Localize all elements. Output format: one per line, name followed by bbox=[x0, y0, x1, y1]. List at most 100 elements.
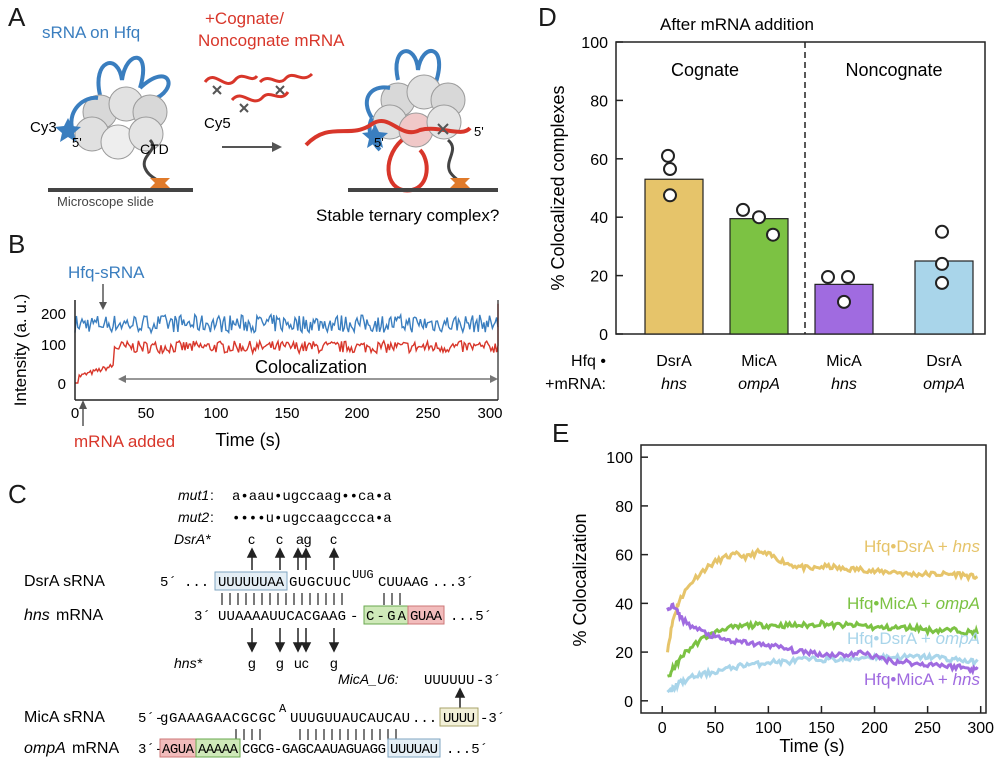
trace-xlabel: Time (s) bbox=[215, 430, 280, 450]
hns-boxed-red bbox=[407, 605, 445, 625]
five-prime-label-left: 5' bbox=[72, 135, 82, 150]
hfq-srna-label: Hfq-sRNA bbox=[68, 263, 145, 282]
line-ytick-label: 80 bbox=[615, 499, 633, 516]
dsra-loop: UUG bbox=[352, 568, 374, 582]
hfq-srna-arrow-icon bbox=[99, 284, 107, 310]
bar-srna-label: DsrA bbox=[656, 353, 692, 370]
bar-mrna-label: ompA bbox=[923, 376, 965, 393]
reaction-arrow-icon bbox=[222, 142, 282, 152]
line-ytick-label: 100 bbox=[606, 450, 633, 467]
microscope-slide-right bbox=[348, 188, 498, 192]
mut1-label: mut1 bbox=[178, 487, 209, 503]
mrna-label-line2: Noncognate mRNA bbox=[198, 31, 345, 50]
bar-mrna-label: hns bbox=[661, 376, 687, 393]
hns-sub-2: g bbox=[276, 655, 284, 671]
hns-seq: UUAAAAUUCACGAAG bbox=[218, 609, 346, 625]
dsra-star-label: DsrA* bbox=[174, 531, 211, 547]
mut1-sequence: a•aau•ugccaag••ca•a bbox=[232, 489, 392, 505]
trace-xtick-300: 300 bbox=[477, 405, 502, 422]
hfq-hexamer-left-icon bbox=[69, 55, 171, 189]
line-xtick-label: 250 bbox=[914, 720, 941, 737]
cy3-label: Cy3 bbox=[30, 119, 57, 136]
bar-srna-label: MicA bbox=[826, 353, 862, 370]
ompa-boxed-red-seq: AGUA bbox=[162, 742, 195, 758]
panel-c-label: C bbox=[8, 479, 27, 509]
bar-ytick-label: 20 bbox=[590, 269, 608, 286]
bar-4 bbox=[914, 260, 974, 335]
mrna-row-label: +mRNA: bbox=[545, 376, 606, 393]
replicate-dot bbox=[736, 202, 750, 217]
series-line-2 bbox=[667, 618, 979, 678]
line-ytick-label: 0 bbox=[624, 694, 633, 711]
microscope-slide-label: Microscope slide bbox=[57, 194, 154, 209]
noncognate-label: Noncognate bbox=[845, 60, 942, 80]
cognate-label: Cognate bbox=[671, 60, 739, 80]
bar-srna-label: MicA bbox=[741, 353, 777, 370]
trace-ytick-200: 200 bbox=[41, 306, 66, 323]
panel-a-label: A bbox=[8, 2, 26, 32]
intensity-trace-plot: 200 100 0 0 50 100 150 200 250 300 Inten… bbox=[11, 294, 503, 450]
hns-3prime: 3´ bbox=[194, 609, 211, 625]
line-ytick-label: 60 bbox=[615, 548, 633, 565]
mica-u6-3prime: -3´ bbox=[476, 673, 501, 689]
bar-chart-replicate-dots bbox=[661, 148, 949, 309]
trace-xtick-50: 50 bbox=[138, 405, 155, 422]
line-xtick-label: 100 bbox=[755, 720, 782, 737]
stable-complex-question: Stable ternary complex? bbox=[316, 206, 499, 225]
mica-seq2: UUUGUUAUCAUCAU bbox=[290, 711, 410, 727]
panel-b: B Hfq-sRNA 200 100 0 0 50 100 150 200 25… bbox=[8, 229, 503, 451]
hns-sub-3: uc bbox=[294, 655, 309, 671]
hns-sub-4: g bbox=[330, 655, 338, 671]
trace-xtick-150: 150 bbox=[274, 405, 299, 422]
mut2-sequence: ••••u•ugccaagccca•a bbox=[232, 511, 392, 527]
ompa-seq: CGCG-GAGCAAUAGUAGG bbox=[242, 742, 386, 758]
hns-boxed-red-seq: GUAA bbox=[410, 609, 443, 625]
cy5-markers-icon bbox=[212, 85, 285, 113]
dsra-hns-basepair-lines bbox=[221, 593, 401, 605]
colocalization-double-arrow-icon bbox=[118, 375, 498, 383]
bar-chart-ylabel: % Colocalized complexes bbox=[548, 85, 568, 290]
bar-3 bbox=[814, 283, 874, 335]
ompa-boxed-green bbox=[195, 738, 241, 758]
series-label-4: Hfq•MicA + hns bbox=[864, 670, 981, 689]
dsra-seq-end: CUUAAG bbox=[378, 575, 428, 591]
trace-xtick-250: 250 bbox=[415, 405, 440, 422]
ctd-label: CTD bbox=[140, 141, 169, 157]
ompa-mrna-label: ompA bbox=[24, 740, 66, 757]
ompa-5prime: ...5´ bbox=[446, 742, 488, 758]
panel-a: A sRNA on Hfq +Cognate/ Noncognate mRNA … bbox=[8, 2, 499, 225]
hfq-srna-trace bbox=[74, 312, 499, 335]
replicate-dot bbox=[661, 148, 675, 163]
series-label-1: Hfq•DsrA + hns bbox=[864, 537, 981, 556]
replicate-dot bbox=[663, 188, 677, 203]
cy3-star-icon bbox=[55, 118, 81, 142]
hns-mrna-suffix: mRNA bbox=[56, 607, 103, 624]
mica-3prime: -3´ bbox=[480, 711, 505, 727]
mrna-trace bbox=[75, 303, 499, 384]
mica-srna-label: MicA sRNA bbox=[24, 709, 105, 726]
dsra-3prime: ...3´ bbox=[432, 575, 474, 591]
dsra-5prime: 5´ bbox=[160, 575, 177, 591]
replicate-dot bbox=[837, 294, 851, 309]
bar-1 bbox=[644, 178, 704, 335]
replicate-dot bbox=[841, 270, 855, 285]
series-label-3: Hfq•DsrA + ompA bbox=[847, 629, 980, 648]
mrna-strands-icon bbox=[203, 72, 314, 103]
series-label-2: Hfq•MicA + ompA bbox=[847, 594, 980, 613]
bar-ytick-label: 100 bbox=[581, 35, 608, 52]
srna-on-hfq-label: sRNA on Hfq bbox=[42, 23, 140, 42]
mica-5prime: 5´- bbox=[138, 711, 163, 727]
panel-d-label: D bbox=[538, 2, 557, 32]
line-chart-ylabel: % Colocalization bbox=[570, 513, 590, 646]
trace-xtick-200: 200 bbox=[344, 405, 369, 422]
replicate-dot bbox=[663, 162, 677, 177]
replicate-dot bbox=[821, 270, 835, 285]
line-xtick-label: 300 bbox=[967, 720, 994, 737]
cy5-label: Cy5 bbox=[204, 115, 231, 132]
ompa-boxed-blue bbox=[387, 738, 441, 758]
trace-xtick-0: 0 bbox=[71, 405, 79, 422]
trace-ytick-0: 0 bbox=[58, 376, 66, 393]
dsra-sub-2: c bbox=[276, 531, 283, 547]
bar-chart-category-labels: DsrA hns MicA ompA MicA hns DsrA ompA bbox=[656, 353, 965, 393]
